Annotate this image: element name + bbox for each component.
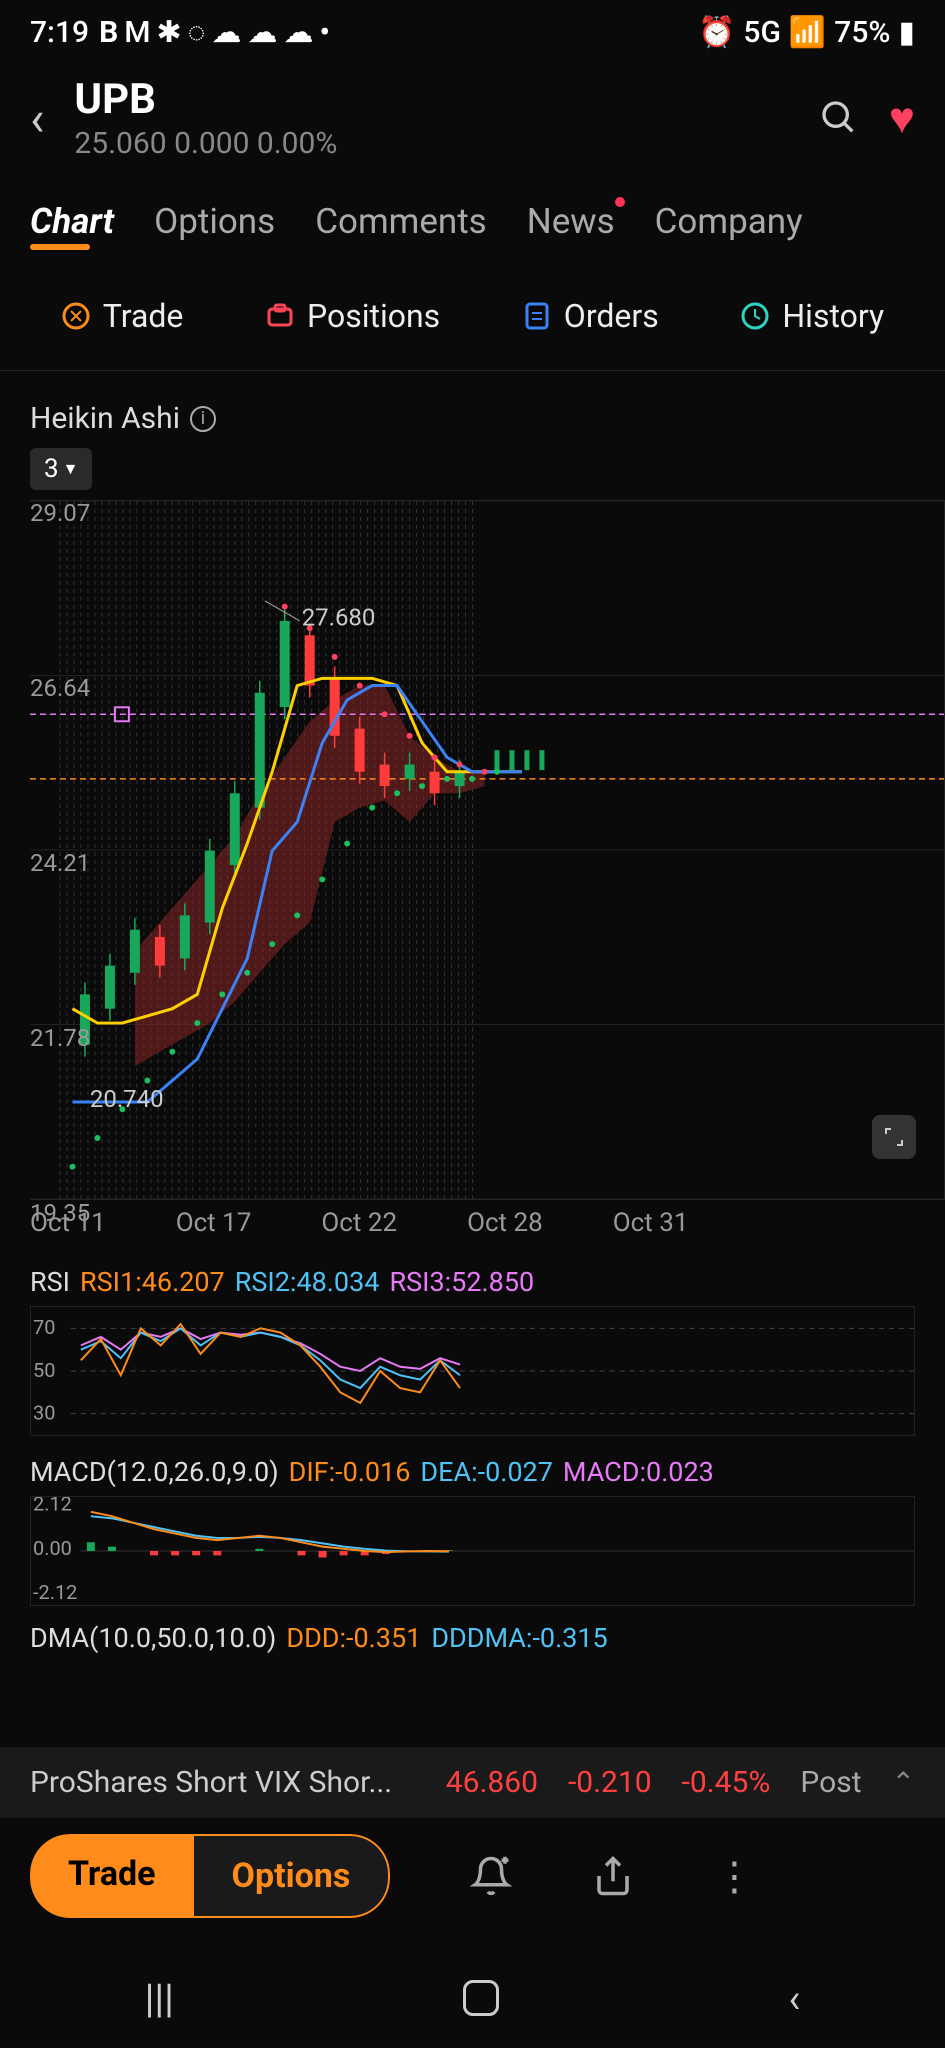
ticker-price-line: 25.060 0.000 0.00%: [74, 126, 788, 161]
rsi3-label: RSI3:52.850: [389, 1266, 534, 1298]
dea-label: DEA:-0.027: [420, 1456, 553, 1488]
ticker-strip[interactable]: ProShares Short VIX Shor... 46.860 -0.21…: [0, 1747, 945, 1818]
ticker-pct: 0.00%: [257, 126, 337, 161]
status-app-icons: B M ✱ ◌ ☁ ☁ ☁ •: [99, 15, 330, 50]
pinwheel-icon: ✱: [156, 15, 181, 50]
strip-price: 46.860: [446, 1765, 538, 1800]
cloud-icon: ☁: [211, 15, 241, 50]
dot-icon: •: [319, 15, 330, 50]
favorite-button[interactable]: ♥: [889, 92, 915, 144]
macd-val-label: MACD:0.023: [563, 1456, 714, 1488]
system-nav-bar: ||| ‹: [0, 1948, 945, 2048]
svg-text:20.740: 20.740: [90, 1085, 164, 1113]
tab-options[interactable]: Options: [154, 201, 275, 242]
svg-text:2.12: 2.12: [33, 1497, 72, 1516]
action-orders[interactable]: Orders: [522, 297, 659, 335]
trade-button[interactable]: Trade: [30, 1834, 194, 1918]
dddma-label: DDDMA:-0.315: [431, 1622, 607, 1654]
macd-indicator: MACD(12.0,26.0,9.0) DIF:-0.016 DEA:-0.02…: [30, 1456, 915, 1606]
news-dot-icon: [615, 197, 625, 207]
home-button[interactable]: [463, 1980, 499, 2016]
b-icon: B: [99, 15, 118, 50]
cloud-icon: ☁: [247, 15, 277, 50]
expand-chart-button[interactable]: [872, 1115, 916, 1159]
dma-indicator: DMA(10.0,50.0,10.0) DDD:-0.351 DDDMA:-0.…: [30, 1622, 915, 1654]
timeframe-dropdown[interactable]: 3 ▼: [30, 448, 92, 490]
tab-chart[interactable]: Chart: [30, 201, 114, 242]
svg-text:50: 50: [33, 1359, 55, 1382]
action-trade[interactable]: Trade: [61, 297, 184, 335]
svg-text:27.680: 27.680: [302, 604, 376, 632]
rsi-label: RSI: [30, 1266, 70, 1298]
svg-text:30: 30: [33, 1402, 55, 1425]
rsi-indicator: RSI RSI1:46.207 RSI2:48.034 RSI3:52.850 …: [30, 1266, 915, 1436]
chevron-up-icon: ⌃: [892, 1766, 915, 1799]
rsi1-label: RSI1:46.207: [80, 1266, 225, 1298]
svg-text:0.00: 0.00: [33, 1537, 72, 1560]
action-row: Trade Positions Orders History: [0, 262, 945, 371]
network-label: 5G: [743, 15, 781, 50]
back-button[interactable]: ‹: [30, 90, 44, 147]
ticker-info[interactable]: UPB 25.060 0.000 0.00%: [74, 75, 788, 161]
macd-chart[interactable]: 2.12 0.00 -2.12: [30, 1496, 915, 1606]
orders-icon: [522, 301, 552, 331]
gmail-icon: M: [124, 15, 150, 50]
tab-company[interactable]: Company: [655, 201, 803, 242]
positions-icon: [265, 301, 295, 331]
gear-icon: ◌: [188, 15, 206, 50]
header: ‹ UPB 25.060 0.000 0.00% ♥: [0, 60, 945, 176]
strip-post: Post: [800, 1765, 861, 1800]
rsi-chart[interactable]: 70 50 30: [30, 1306, 915, 1436]
cloud-icon: ☁: [283, 15, 313, 50]
chart-header: Heikin Ashi i: [0, 371, 945, 448]
bottom-actions: Trade Options ⋮: [0, 1814, 945, 1938]
alert-button[interactable]: [470, 1855, 512, 1897]
history-icon: [740, 301, 770, 331]
battery-label: 75%: [834, 15, 890, 50]
svg-text:-2.12: -2.12: [33, 1581, 77, 1604]
strip-change: -0.210: [568, 1765, 652, 1800]
price-chart[interactable]: 27.680 20.740 29.0726.6424.2121.7819.35: [30, 500, 945, 1200]
more-button[interactable]: ⋮: [714, 1853, 754, 1900]
ticker-price: 25.060: [74, 126, 166, 161]
chevron-down-icon: ▼: [63, 459, 79, 479]
chart-type-label: Heikin Ashi: [30, 401, 180, 436]
ticker-change: 0.000: [174, 126, 249, 161]
options-button[interactable]: Options: [194, 1834, 391, 1918]
tab-comments[interactable]: Comments: [315, 201, 487, 242]
y-axis: 29.0726.6424.2121.7819.35: [30, 501, 100, 1199]
macd-label: MACD(12.0,26.0,9.0): [30, 1456, 279, 1488]
status-time: 7:19: [30, 15, 89, 50]
trade-icon: [61, 301, 91, 331]
strip-name: ProShares Short VIX Shor...: [30, 1765, 416, 1800]
dif-label: DIF:-0.016: [289, 1456, 411, 1488]
recents-button[interactable]: |||: [145, 1975, 174, 2022]
ticker-symbol: UPB: [74, 75, 788, 124]
ddd-label: DDD:-0.351: [286, 1622, 421, 1654]
strip-pct: -0.45%: [682, 1765, 771, 1800]
search-button[interactable]: [819, 98, 859, 138]
alarm-icon: ⏰: [698, 15, 735, 50]
battery-icon: ▮: [898, 15, 915, 50]
rsi2-label: RSI2:48.034: [235, 1266, 380, 1298]
x-axis: Oct 11Oct 17Oct 22Oct 28Oct 31: [0, 1200, 945, 1246]
action-history[interactable]: History: [740, 297, 884, 335]
trade-options-pill: Trade Options: [30, 1834, 390, 1918]
back-nav-button[interactable]: ‹: [788, 1975, 800, 2022]
view-tabs: Chart Options Comments News Company: [0, 176, 945, 262]
action-positions[interactable]: Positions: [265, 297, 440, 335]
info-icon[interactable]: i: [190, 406, 216, 432]
tab-news[interactable]: News: [527, 201, 615, 242]
signal-icon: 📶: [789, 15, 826, 50]
dma-label: DMA(10.0,50.0,10.0): [30, 1622, 276, 1654]
share-button[interactable]: [592, 1855, 634, 1897]
status-bar: 7:19 B M ✱ ◌ ☁ ☁ ☁ • ⏰ 5G 📶 75% ▮: [0, 0, 945, 60]
svg-text:70: 70: [33, 1316, 55, 1339]
